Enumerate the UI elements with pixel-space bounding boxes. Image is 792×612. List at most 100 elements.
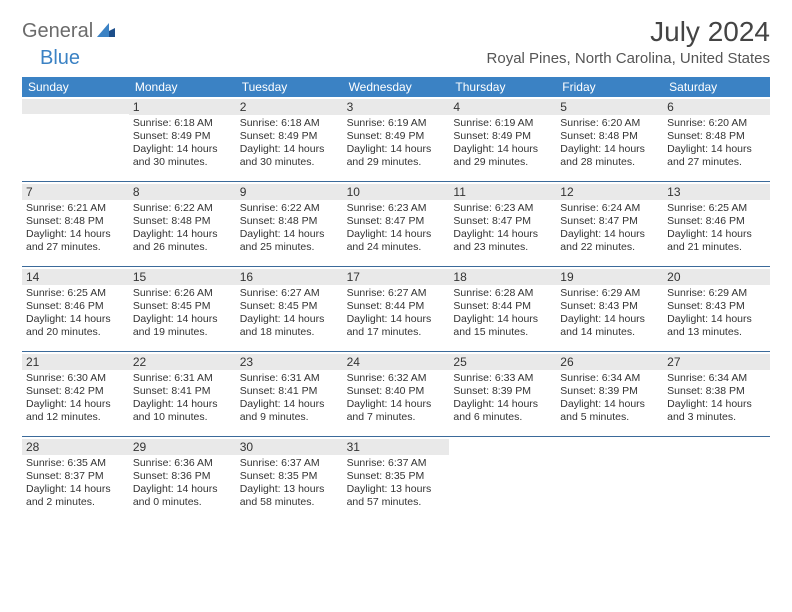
day-cell: 18 Sunrise: 6:28 AMSunset: 8:44 PMDayligh… [449,267,556,351]
day-info: Sunrise: 6:29 AMSunset: 8:43 PMDaylight:… [560,287,659,340]
day-info: Sunrise: 6:26 AMSunset: 8:45 PMDaylight:… [133,287,232,340]
day-cell: 29 Sunrise: 6:36 AMSunset: 8:36 PMDayligh… [129,437,236,521]
weekday-wednesday: Wednesday [343,77,450,97]
day-info: Sunrise: 6:20 AMSunset: 8:48 PMDaylight:… [560,117,659,170]
logo-text-blue: Blue [40,47,80,70]
day-info: Sunrise: 6:18 AMSunset: 8:49 PMDaylight:… [240,117,339,170]
day-cell [663,437,770,521]
day-info: Sunrise: 6:25 AMSunset: 8:46 PMDaylight:… [667,202,766,255]
week-row: 28Sunrise: 6:35 AMSunset: 8:37 PMDayligh… [22,437,770,521]
day-info: Sunrise: 6:27 AMSunset: 8:44 PMDaylight:… [347,287,446,340]
day-cell: 8 Sunrise: 6:22 AMSunset: 8:48 PMDaylight… [129,182,236,266]
day-number: 23 [236,354,343,370]
day-number: 18 [449,269,556,285]
day-number: 24 [343,354,450,370]
logo-mark-icon [97,23,115,42]
title-block: July 2024 Royal Pines, North Carolina, U… [487,16,770,67]
day-info: Sunrise: 6:25 AMSunset: 8:46 PMDaylight:… [26,287,125,340]
day-number: 17 [343,269,450,285]
day-number: 4 [449,99,556,115]
day-cell: 17 Sunrise: 6:27 AMSunset: 8:44 PMDayligh… [343,267,450,351]
day-cell: 3 Sunrise: 6:19 AMSunset: 8:49 PMDaylight… [343,97,450,181]
day-number: 8 [129,184,236,200]
header: General July 2024 Royal Pines, North Car… [22,16,770,67]
day-cell: 23 Sunrise: 6:31 AMSunset: 8:41 PMDayligh… [236,352,343,436]
day-number: 3 [343,99,450,115]
day-info: Sunrise: 6:22 AMSunset: 8:48 PMDaylight:… [240,202,339,255]
week-row: 1Sunrise: 6:18 AMSunset: 8:49 PMDaylight… [22,97,770,182]
day-number: 11 [449,184,556,200]
day-number: 22 [129,354,236,370]
day-cell: 22Sunrise: 6:31 AMSunset: 8:41 PMDayligh… [129,352,236,436]
weekday-tuesday: Tuesday [236,77,343,97]
day-info: Sunrise: 6:37 AMSunset: 8:35 PMDaylight:… [347,457,446,510]
week-row: 14 Sunrise: 6:25 AMSunset: 8:46 PMDayligh… [22,267,770,352]
day-info: Sunrise: 6:21 AMSunset: 8:48 PMDaylight:… [26,202,125,255]
day-number: 7 [22,184,129,200]
day-info: Sunrise: 6:27 AMSunset: 8:45 PMDaylight:… [240,287,339,340]
day-cell: 15Sunrise: 6:26 AMSunset: 8:45 PMDayligh… [129,267,236,351]
day-info: Sunrise: 6:32 AMSunset: 8:40 PMDaylight:… [347,372,446,425]
day-number: 1 [129,99,236,115]
logo-text-general: General [22,20,93,43]
day-number: 30 [236,439,343,455]
day-number: 21 [22,354,129,370]
day-number: 6 [663,99,770,115]
day-number: 14 [22,269,129,285]
day-cell: 26Sunrise: 6:34 AMSunset: 8:39 PMDayligh… [556,352,663,436]
day-info: Sunrise: 6:33 AMSunset: 8:39 PMDaylight:… [453,372,552,425]
day-number: 10 [343,184,450,200]
day-cell: 16 Sunrise: 6:27 AMSunset: 8:45 PMDayligh… [236,267,343,351]
day-cell [556,437,663,521]
day-number: 25 [449,354,556,370]
month-title: July 2024 [487,16,770,48]
day-info: Sunrise: 6:30 AMSunset: 8:42 PMDaylight:… [26,372,125,425]
day-cell: 1Sunrise: 6:18 AMSunset: 8:49 PMDaylight… [129,97,236,181]
location: Royal Pines, North Carolina, United Stat… [487,50,770,67]
day-number: 20 [663,269,770,285]
calendar: Sunday Monday Tuesday Wednesday Thursday… [22,77,770,521]
day-cell: 30 Sunrise: 6:37 AMSunset: 8:35 PMDayligh… [236,437,343,521]
day-number: 12 [556,184,663,200]
weekday-header: Sunday Monday Tuesday Wednesday Thursday… [22,77,770,97]
day-cell: 28Sunrise: 6:35 AMSunset: 8:37 PMDayligh… [22,437,129,521]
weeks-container: 1Sunrise: 6:18 AMSunset: 8:49 PMDaylight… [22,97,770,521]
day-cell: 31 Sunrise: 6:37 AMSunset: 8:35 PMDayligh… [343,437,450,521]
day-info: Sunrise: 6:23 AMSunset: 8:47 PMDaylight:… [453,202,552,255]
day-number: 27 [663,354,770,370]
day-cell: 10 Sunrise: 6:23 AMSunset: 8:47 PMDayligh… [343,182,450,266]
day-info: Sunrise: 6:24 AMSunset: 8:47 PMDaylight:… [560,202,659,255]
day-number: 9 [236,184,343,200]
day-info: Sunrise: 6:36 AMSunset: 8:36 PMDaylight:… [133,457,232,510]
day-cell: 5Sunrise: 6:20 AMSunset: 8:48 PMDaylight… [556,97,663,181]
day-cell: 6Sunrise: 6:20 AMSunset: 8:48 PMDaylight… [663,97,770,181]
weekday-sunday: Sunday [22,77,129,97]
weekday-thursday: Thursday [449,77,556,97]
weekday-monday: Monday [129,77,236,97]
day-info: Sunrise: 6:22 AMSunset: 8:48 PMDaylight:… [133,202,232,255]
day-cell: 20 Sunrise: 6:29 AMSunset: 8:43 PMDayligh… [663,267,770,351]
day-info: Sunrise: 6:31 AMSunset: 8:41 PMDaylight:… [240,372,339,425]
day-cell: 13Sunrise: 6:25 AMSunset: 8:46 PMDayligh… [663,182,770,266]
week-row: 7 Sunrise: 6:21 AMSunset: 8:48 PMDaylight… [22,182,770,267]
day-info: Sunrise: 6:29 AMSunset: 8:43 PMDaylight:… [667,287,766,340]
day-info: Sunrise: 6:34 AMSunset: 8:39 PMDaylight:… [560,372,659,425]
empty-day-strip [22,99,129,114]
day-cell: 2Sunrise: 6:18 AMSunset: 8:49 PMDaylight… [236,97,343,181]
day-info: Sunrise: 6:23 AMSunset: 8:47 PMDaylight:… [347,202,446,255]
day-cell: 21 Sunrise: 6:30 AMSunset: 8:42 PMDayligh… [22,352,129,436]
day-cell: 25 Sunrise: 6:33 AMSunset: 8:39 PMDayligh… [449,352,556,436]
day-info: Sunrise: 6:19 AMSunset: 8:49 PMDaylight:… [347,117,446,170]
logo: General [22,16,117,43]
day-cell [449,437,556,521]
day-cell: 27Sunrise: 6:34 AMSunset: 8:38 PMDayligh… [663,352,770,436]
day-number: 31 [343,439,450,455]
day-number: 16 [236,269,343,285]
day-info: Sunrise: 6:28 AMSunset: 8:44 PMDaylight:… [453,287,552,340]
day-cell: 14 Sunrise: 6:25 AMSunset: 8:46 PMDayligh… [22,267,129,351]
day-cell: 19Sunrise: 6:29 AMSunset: 8:43 PMDayligh… [556,267,663,351]
day-info: Sunrise: 6:19 AMSunset: 8:49 PMDaylight:… [453,117,552,170]
day-info: Sunrise: 6:37 AMSunset: 8:35 PMDaylight:… [240,457,339,510]
day-number: 29 [129,439,236,455]
day-cell: 12 Sunrise: 6:24 AMSunset: 8:47 PMDayligh… [556,182,663,266]
